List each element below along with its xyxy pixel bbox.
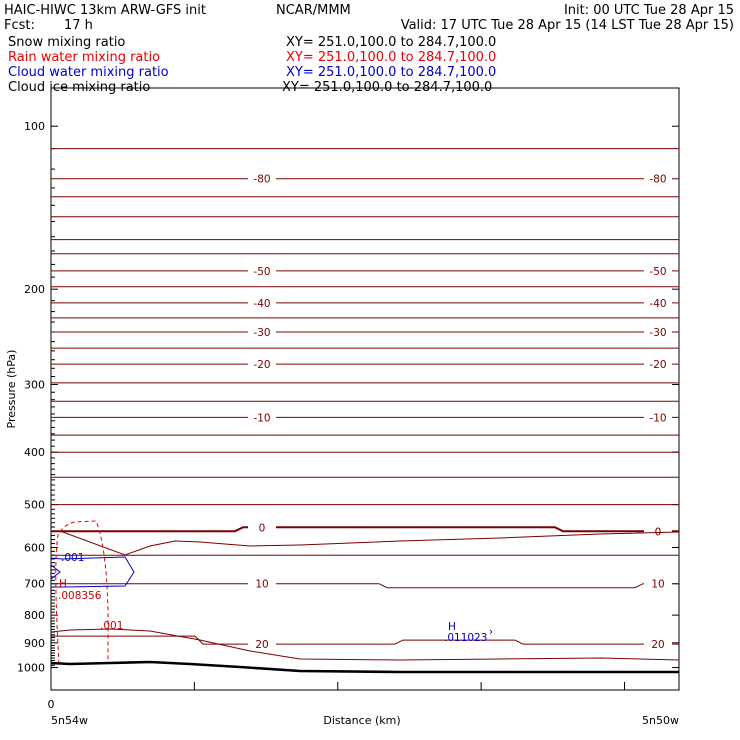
y-tick-label: 700 [24, 578, 45, 591]
rain-mixing-contour [55, 520, 109, 665]
contour-label-bg [644, 638, 672, 651]
x-axis-label: Distance (km) [323, 714, 400, 727]
temperature-contour-label: -10 [253, 412, 270, 424]
temperature-contour-label: 20 [651, 639, 664, 651]
y-tick-label: 200 [24, 283, 45, 296]
field-cloudwater-xy: XY= 251.0,100.0 to 284.7,100.0 [286, 65, 496, 80]
valid-time: Valid: 17 UTC Tue 28 Apr 15 (14 LST Tue … [401, 18, 734, 33]
cloud-max-value: .011023 [444, 632, 487, 644]
init-time: Init: 00 UTC Tue 28 Apr 15 [564, 3, 734, 18]
temperature-contour-label: -40 [649, 298, 666, 310]
y-tick-label: 100 [24, 120, 45, 133]
y-tick-label: 900 [24, 637, 45, 650]
contour-label-bg [644, 358, 672, 371]
contour-label-bg [644, 172, 672, 185]
contour-label-bg [644, 296, 672, 309]
contour-label-bg [248, 521, 276, 534]
y-tick-label: 500 [24, 499, 45, 512]
temperature-contour-label: 0 [259, 522, 266, 534]
field-cloudwater-name: Cloud water mixing ratio [8, 65, 169, 80]
cloud-water-contour-label: .001 [61, 552, 84, 564]
rain-max-h: H [59, 578, 67, 590]
contour-label-bg [248, 172, 276, 185]
contour-label-bg [248, 326, 276, 339]
org-label: NCAR/MMM [276, 3, 351, 18]
y-tick-label: 800 [24, 609, 45, 622]
model-title: HAIC-HIWC 13km ARW-GFS init [4, 3, 206, 18]
x-right-label: 5n50w [642, 714, 679, 727]
y-tick-label: 600 [24, 541, 45, 554]
temperature-contour-label: -20 [649, 359, 666, 371]
cloud-water-inner-contour [50, 564, 61, 580]
cloud-max-h: H [448, 621, 456, 633]
temperature-contour-line [51, 635, 679, 645]
y-tick-label: 400 [24, 446, 45, 459]
temperature-contour-label: -20 [253, 359, 270, 371]
temperature-contour-label: -50 [253, 266, 270, 278]
fcst-value: 17 h [64, 18, 93, 33]
contour-label-bg [644, 326, 672, 339]
temperature-contour-label: -80 [649, 174, 666, 186]
x-zero-label: 0 [48, 698, 55, 711]
y-tick-label: 300 [24, 379, 45, 392]
rain-contour-label: .001 [100, 620, 123, 632]
field-snow-name: Snow mixing ratio [8, 35, 125, 50]
temperature-contour-label: -10 [649, 412, 666, 424]
contour-label-bg [644, 264, 672, 277]
temperature-contour-label: -30 [253, 327, 270, 339]
temperature-contour-label: -40 [253, 298, 270, 310]
plot-frame [50, 87, 680, 691]
temperature-contour-label: 10 [651, 579, 664, 591]
x-axis-ticks [50, 682, 626, 690]
contour-label-bg [248, 638, 276, 651]
contour-label-bg [644, 525, 672, 538]
temperature-contour-line [51, 583, 679, 589]
y-tick-label: 1000 [17, 662, 45, 675]
y-axis-label: Pressure (hPa) [5, 350, 18, 429]
field-snow-xy: XY= 251.0,100.0 to 284.7,100.0 [286, 35, 496, 50]
temperature-contour-line [51, 526, 679, 533]
contour-label-bg [248, 358, 276, 371]
temperature-contour-label: -80 [253, 174, 270, 186]
temperature-contour-low [50, 628, 680, 661]
contour-label-bg [248, 296, 276, 309]
temperature-contour-label: -50 [649, 266, 666, 278]
fcst-label: Fcst: [4, 18, 35, 33]
contour-label-bg [248, 577, 276, 590]
temperature-contours: -80 -80-50 -50-40 -40-30 -30-20 -20-10 -100 010… [50, 148, 680, 661]
field-rain-name: Rain water mixing ratio [8, 50, 160, 65]
rain-max-value: .008356 [58, 590, 102, 602]
cloud-water-contour [50, 556, 135, 588]
cloud-max-arrow: › [489, 626, 493, 638]
contour-label-bg [644, 577, 672, 590]
temperature-contour-label: 20 [255, 639, 268, 651]
ground-surface-line [50, 660, 679, 674]
temperature-contour-low [51, 530, 680, 556]
contour-label-bg [248, 411, 276, 424]
contour-label-bg [248, 264, 276, 277]
temperature-contour-label: -30 [649, 327, 666, 339]
temperature-contour-label: 10 [255, 579, 268, 591]
header: HAIC-HIWC 13km ARW-GFS init NCAR/MMM Ini… [4, 3, 734, 95]
field-rain-xy: XY= 251.0,100.0 to 284.7,100.0 [286, 50, 496, 65]
x-left-label: 5n54w [51, 714, 88, 727]
contour-label-bg [644, 411, 672, 424]
